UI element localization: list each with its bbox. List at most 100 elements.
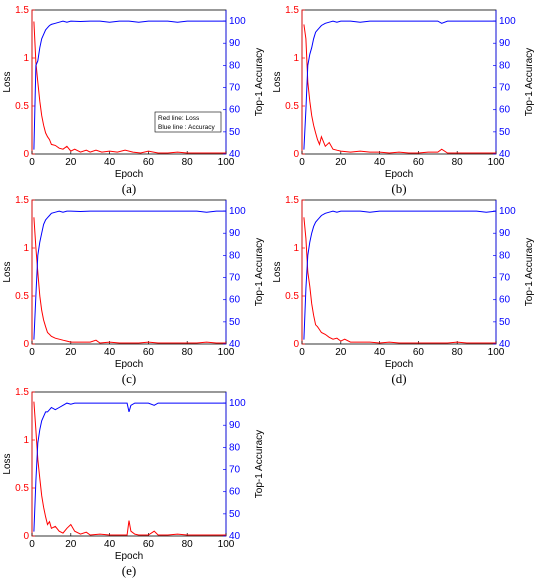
y-right-tick-label: 90 bbox=[499, 228, 511, 239]
y-right-tick-label: 40 bbox=[229, 531, 241, 542]
plot-frame bbox=[301, 9, 497, 155]
x-tick-label: 20 bbox=[335, 157, 347, 168]
y-left-tick-label: 1.5 bbox=[15, 5, 29, 16]
y-left-tick-label: 1.5 bbox=[15, 195, 29, 206]
y-right-tick-label: 50 bbox=[499, 127, 511, 138]
x-axis-label: Epoch bbox=[385, 359, 413, 370]
y-right-tick-label: 60 bbox=[229, 105, 241, 116]
x-tick-label: 80 bbox=[182, 157, 194, 168]
y-right-tick-label: 80 bbox=[499, 60, 511, 71]
accuracy-line bbox=[303, 210, 497, 340]
x-tick-label: 40 bbox=[104, 539, 116, 550]
x-tick-label: 0 bbox=[29, 539, 35, 550]
x-tick-label: 80 bbox=[182, 539, 194, 550]
chart-svg: 0 20 40 60 80 100 0 0.5 1 1.5 40 50 60 70 80 90 100 Epoch… bbox=[2, 387, 265, 562]
x-tick-label: 40 bbox=[374, 157, 386, 168]
chart-svg: 0 20 40 60 80 100 0 0.5 1 1.5 40 50 60 70 80 90 100 Epoch… bbox=[2, 195, 265, 370]
x-tick-label: 100 bbox=[488, 347, 505, 358]
y-left-tick-label: 0.5 bbox=[285, 101, 299, 112]
y-left-tick-label: 0 bbox=[293, 149, 299, 160]
x-tick-label: 0 bbox=[299, 347, 305, 358]
x-axis-label: Epoch bbox=[385, 169, 413, 180]
y-right-tick-label: 50 bbox=[499, 317, 511, 328]
x-tick-label: 60 bbox=[143, 347, 155, 358]
chart-panel-a: 0 20 40 60 80 100 0 0.5 1 1.5 40 50 60 70 80 90 100 Epoch… bbox=[0, 0, 268, 196]
x-tick-label: 80 bbox=[452, 157, 464, 168]
y-right-tick-label: 60 bbox=[229, 295, 241, 306]
y-right-axis-label: Top-1 Accuracy bbox=[524, 48, 535, 116]
y-right-tick-label: 80 bbox=[229, 442, 241, 453]
loss-line bbox=[303, 24, 496, 154]
loss-line bbox=[33, 21, 226, 154]
y-right-tick-label: 80 bbox=[229, 250, 241, 261]
y-right-tick-label: 40 bbox=[499, 149, 511, 160]
x-tick-label: 0 bbox=[29, 347, 35, 358]
x-tick-label: 20 bbox=[65, 347, 77, 358]
y-right-axis-label: Top-1 Accuracy bbox=[254, 48, 265, 116]
y-left-axis-label: Loss bbox=[2, 261, 13, 282]
x-tick-label: 20 bbox=[65, 157, 77, 168]
loss-line bbox=[303, 217, 496, 344]
chart-svg: 0 20 40 60 80 100 0 0.5 1 1.5 40 50 60 70 80 90 100 Epoch… bbox=[272, 195, 535, 370]
plot-frame bbox=[31, 391, 227, 537]
y-left-tick-label: 0 bbox=[23, 531, 29, 542]
x-tick-label: 40 bbox=[374, 347, 386, 358]
accuracy-line bbox=[33, 402, 226, 532]
chart-panel-e: 0 20 40 60 80 100 0 0.5 1 1.5 40 50 60 70 80 90 100 Epoch… bbox=[0, 382, 268, 578]
y-left-tick-label: 1.5 bbox=[285, 195, 299, 206]
loss-line bbox=[33, 217, 226, 344]
y-left-axis-label: Loss bbox=[272, 71, 283, 92]
y-right-tick-label: 70 bbox=[499, 83, 511, 94]
y-left-tick-label: 0.5 bbox=[285, 291, 299, 302]
y-right-tick-label: 90 bbox=[499, 38, 511, 49]
y-right-tick-label: 100 bbox=[229, 16, 246, 27]
plot-frame bbox=[31, 199, 227, 345]
y-right-tick-label: 40 bbox=[499, 339, 511, 350]
accuracy-line bbox=[303, 20, 496, 150]
loss-line bbox=[33, 401, 226, 536]
x-tick-label: 40 bbox=[104, 157, 116, 168]
accuracy-line bbox=[33, 210, 226, 340]
chart-caption: (c) bbox=[121, 371, 137, 386]
y-left-tick-label: 0.5 bbox=[15, 483, 29, 494]
x-tick-label: 0 bbox=[29, 157, 35, 168]
x-tick-label: 0 bbox=[299, 157, 305, 168]
plot-frame bbox=[301, 199, 497, 345]
y-right-tick-label: 40 bbox=[229, 149, 241, 160]
y-left-axis-label: Loss bbox=[2, 453, 13, 474]
y-left-tick-label: 1.5 bbox=[285, 5, 299, 16]
chart-panel-c: 0 20 40 60 80 100 0 0.5 1 1.5 40 50 60 70 80 90 100 Epoch… bbox=[0, 190, 268, 386]
chart-caption: (a) bbox=[121, 181, 137, 196]
x-tick-label: 60 bbox=[143, 157, 155, 168]
y-left-tick-label: 0 bbox=[23, 149, 29, 160]
y-right-tick-label: 100 bbox=[499, 16, 516, 27]
y-right-tick-label: 50 bbox=[229, 317, 241, 328]
x-tick-label: 80 bbox=[452, 347, 464, 358]
y-left-tick-label: 1 bbox=[293, 243, 299, 254]
x-tick-label: 100 bbox=[218, 539, 235, 550]
y-left-tick-label: 0 bbox=[293, 339, 299, 350]
y-left-tick-label: 1 bbox=[23, 243, 29, 254]
y-right-tick-label: 100 bbox=[229, 398, 246, 409]
chart-caption: (d) bbox=[391, 371, 407, 386]
chart-svg: 0 20 40 60 80 100 0 0.5 1 1.5 40 50 60 70 80 90 100 Epoch… bbox=[272, 5, 535, 180]
x-tick-label: 100 bbox=[218, 347, 235, 358]
x-axis-label: Epoch bbox=[115, 551, 143, 562]
y-left-tick-label: 0.5 bbox=[15, 101, 29, 112]
y-left-tick-label: 1 bbox=[293, 53, 299, 64]
y-right-tick-label: 90 bbox=[229, 38, 241, 49]
y-right-tick-label: 60 bbox=[229, 487, 241, 498]
x-tick-label: 60 bbox=[143, 539, 155, 550]
plot-frame bbox=[31, 9, 227, 155]
y-right-tick-label: 60 bbox=[499, 295, 511, 306]
y-right-tick-label: 70 bbox=[229, 273, 241, 284]
y-right-axis-label: Top-1 Accuracy bbox=[254, 430, 265, 498]
x-tick-label: 60 bbox=[413, 157, 425, 168]
y-right-tick-label: 90 bbox=[229, 420, 241, 431]
y-left-tick-label: 1 bbox=[23, 53, 29, 64]
y-left-tick-label: 0 bbox=[23, 339, 29, 350]
y-right-tick-label: 80 bbox=[229, 60, 241, 71]
x-axis-label: Epoch bbox=[115, 169, 143, 180]
legend-entry: Red line: Loss bbox=[158, 115, 200, 122]
chart-caption: (b) bbox=[391, 181, 407, 196]
